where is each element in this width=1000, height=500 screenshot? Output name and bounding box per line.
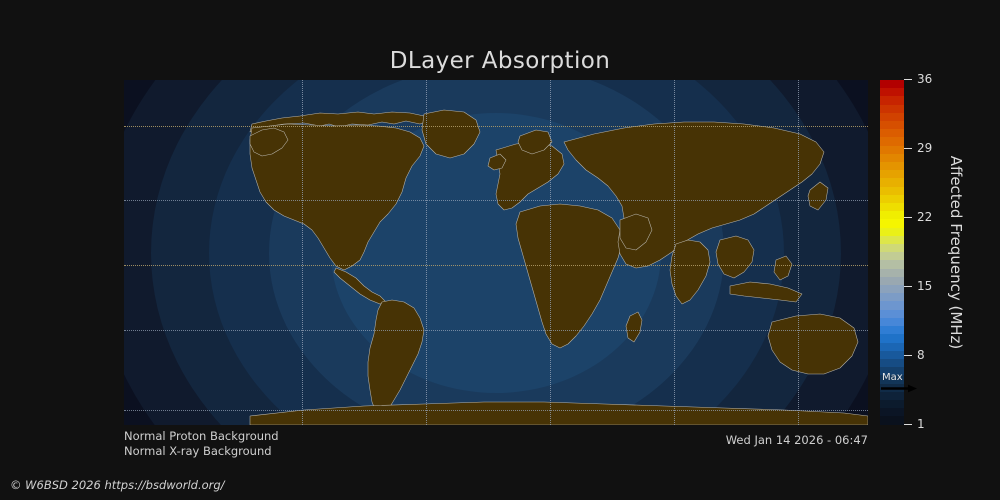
colorbar-segment [880,334,904,343]
colorbar-segment [880,326,904,335]
colorbar-tick-label: 22 [904,210,932,224]
gridline-lat-60 [124,126,868,127]
colorbar-segment [880,391,904,400]
landmass-europe [496,142,564,210]
tick-mark-icon [904,79,912,80]
timestamp: Wed Jan 14 2026 - 06:47 [725,433,868,447]
colorbar-segment [880,244,904,253]
arrow-right-icon [881,384,917,393]
gridline-lon-120 [798,80,799,425]
colorbar-segment [880,96,904,105]
gridline-lat--60 [124,410,868,411]
colorbar-segment [880,358,904,368]
colorbar-segment [880,178,904,187]
colorbar-segment [880,276,904,286]
gridline-lat--30 [124,330,868,331]
colorbar-segment [880,260,904,269]
landmass-canada-usa [250,124,424,270]
colorbar-segment [880,219,904,228]
colorbar-segment [880,268,904,277]
colorbar-tick-label: 1 [904,417,925,431]
landmass-british-isles [488,154,506,170]
colorbar-segment [880,186,904,195]
colorbar-segment [880,153,904,163]
colorbar-segment [880,170,904,179]
credit-line: © W6BSD 2026 https://bsdworld.org/ [10,478,225,492]
continents-layer [124,80,868,425]
colorbar-segment [880,252,904,261]
colorbar-max-marker: Max [880,372,920,394]
colorbar-segment [880,367,904,376]
landmass-antarctica [250,402,868,425]
colorbar-segment [880,375,904,384]
landmass-philippines [774,256,792,280]
gridline-lat-30 [124,200,868,201]
landmass-scandinavia [518,130,552,154]
colorbar-segment [880,285,904,294]
colorbar-segment [880,162,904,171]
page-title: DLayer Absorption [389,48,611,74]
landmass-alaska [250,128,288,156]
landmass-central-america [334,268,386,304]
colorbar-segment [880,416,904,425]
colorbar-segment [880,129,904,138]
gridline-lon--60 [426,80,427,425]
landmass-greenland [422,110,480,158]
landmass-indonesia [730,282,802,302]
landmass-arabia [620,214,652,250]
colorbar-segment [880,293,904,302]
colorbar-ticks: 36 29 22 15 8 1 [904,72,964,431]
colorbar-segment [880,408,904,417]
gridline-lon-0 [550,80,551,425]
xray-background-note: Normal X-ray Background [124,444,272,458]
background-notes: Normal Proton Background Normal X-ray Ba… [124,429,279,459]
colorbar-segment [880,203,904,212]
colorbar-axis-label: Affected Frequency (MHz) [947,155,965,350]
colorbar-segment [880,145,904,154]
landmass-india [670,240,710,304]
colorbar-segment [880,211,904,220]
tick-mark-icon [904,217,912,218]
tick-mark-icon [904,355,912,356]
tick-mark-icon [904,286,912,287]
colorbar-tick-label: 15 [904,279,932,293]
colorbar-segment [880,317,904,327]
colorbar-segment [880,121,904,130]
proton-background-note: Normal Proton Background [124,429,279,443]
colorbar[interactable] [880,80,904,425]
landmass-madagascar [626,312,642,342]
colorbar-tick-label: 8 [904,348,925,362]
landmass-africa [516,204,622,348]
landmass-south-america [368,300,424,416]
colorbar-segment [880,399,904,409]
colorbar-segment [880,227,904,236]
tick-mark-icon [904,424,912,425]
colorbar-segment [880,80,904,89]
colorbar-segment [880,309,904,318]
landmass-japan [808,182,828,210]
colorbar-segment [880,104,904,113]
gridline-lon-60 [674,80,675,425]
colorbar-segment [880,112,904,122]
world-map [124,80,868,425]
tick-mark-icon [904,148,912,149]
landmass-southeast-asia [716,236,754,278]
colorbar-segment [880,301,904,310]
colorbar-tick-label: 29 [904,141,932,155]
colorbar-segment [880,342,904,351]
colorbar-segment [880,235,904,245]
colorbar-segment [880,137,904,146]
colorbar-segment [880,88,904,97]
gridline-lat-0 [124,265,868,266]
landmass-australia [768,314,858,374]
colorbar-segment [880,194,904,204]
colorbar-tick-label: 36 [904,72,932,86]
gridline-lon--120 [302,80,303,425]
colorbar-max-label: Max [882,372,903,383]
colorbar-segment [880,350,904,359]
